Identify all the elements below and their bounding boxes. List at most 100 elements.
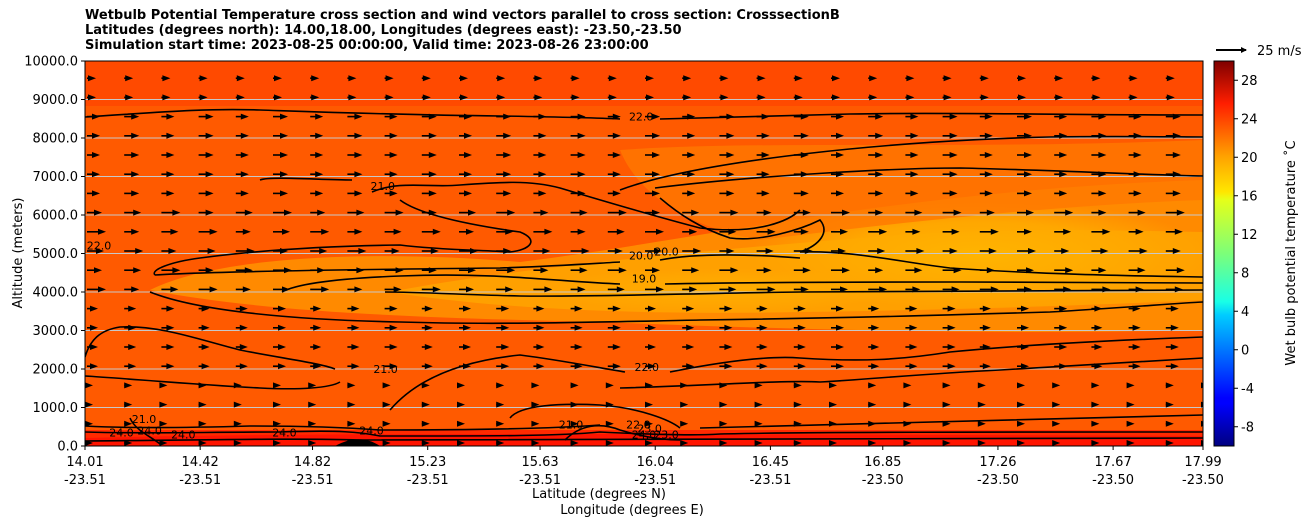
colorbar-tick-label: 0	[1241, 343, 1249, 358]
wind-vector-head	[793, 440, 802, 446]
wind-vector-head	[389, 324, 398, 331]
wind-vector-head	[942, 440, 951, 446]
wind-vector-head	[570, 440, 579, 446]
wind-vector-head	[875, 152, 884, 158]
wind-vector-head	[128, 305, 137, 312]
wind-vector-head	[916, 248, 925, 254]
wind-vector-head	[315, 113, 324, 120]
wind-vector-head	[239, 344, 248, 350]
wind-vector-head	[198, 401, 207, 408]
x-tick-label-lat: 16.04	[637, 455, 674, 470]
wind-vector-head	[205, 171, 214, 178]
wind-vector-head	[166, 305, 175, 312]
wind-vector-head	[1024, 228, 1032, 235]
wind-vector-head	[497, 75, 506, 82]
wind-vector-head	[124, 440, 133, 446]
wind-vector-head	[652, 209, 660, 216]
wind-vector-head	[906, 75, 915, 82]
wind-vector-head	[308, 382, 317, 389]
wind-vector-head	[503, 152, 512, 158]
wind-vector-head	[424, 344, 433, 350]
wind-vector-head	[645, 401, 653, 408]
wind-vector-head	[536, 324, 545, 331]
contour-label: 20.0	[629, 249, 654, 262]
wind-vector-head	[829, 440, 837, 446]
wind-vector-head	[464, 152, 472, 158]
wind-vector-head	[274, 75, 282, 82]
wind-vector-head	[656, 228, 664, 235]
wind-vector-head	[1129, 75, 1138, 82]
y-tick-label: 2000.0	[33, 363, 79, 378]
x-tick-label-lat: 17.26	[979, 455, 1016, 470]
wind-vector-head	[754, 401, 763, 408]
wind-vector-head	[244, 267, 253, 274]
wind-vector-head	[236, 75, 245, 82]
wind-vector-head	[797, 344, 806, 350]
wind-vector-head	[470, 248, 478, 254]
wind-vector-head	[574, 305, 583, 312]
wind-vector-head	[280, 190, 288, 197]
wind-vector-head	[244, 209, 253, 216]
wind-vector-head	[942, 401, 951, 408]
wind-vector-head	[347, 420, 356, 427]
wind-vector-head	[531, 420, 540, 427]
contour-23b	[564, 424, 681, 441]
wind-vector-head	[356, 209, 365, 216]
wind-vector-head	[759, 324, 768, 331]
wind-vector-head	[424, 363, 433, 370]
wind-vector-head	[88, 94, 96, 101]
wind-vector-head	[240, 171, 249, 178]
wind-vector-head	[605, 420, 614, 427]
wind-vector-head	[871, 305, 880, 312]
wind-vector-head	[503, 190, 512, 197]
x-axis-label-longitude: Longitude (degrees E)	[560, 503, 704, 518]
wind-vector-head	[724, 324, 733, 331]
wind-vector-head	[1102, 228, 1111, 235]
wind-vector-head	[724, 344, 733, 350]
wind-vector-head	[982, 324, 991, 331]
wind-vector-head	[942, 382, 951, 389]
wind-vector-head	[389, 152, 398, 158]
wind-vector-head	[868, 401, 877, 408]
wind-vector-head	[765, 248, 774, 254]
wind-vector-head	[273, 382, 281, 389]
x-tick-label-lat: 14.82	[294, 455, 331, 470]
wind-vector-head	[389, 190, 398, 197]
wind-vector-head	[507, 267, 516, 274]
wind-vector-head	[648, 324, 656, 331]
wind-vector-head	[1059, 171, 1068, 178]
wind-vector-head	[428, 267, 437, 274]
wind-vector-head	[686, 324, 695, 331]
wind-vector-head	[311, 94, 320, 101]
wind-vector-head	[233, 420, 242, 427]
wind-vector-head	[1021, 344, 1029, 350]
wind-vector-head	[1017, 440, 1025, 446]
wind-vector-head	[953, 209, 962, 216]
wind-vector-head	[984, 152, 993, 158]
wind-vector-head	[1017, 401, 1025, 408]
wind-vector-head	[986, 267, 995, 274]
wind-vector-head	[612, 363, 621, 370]
wind-vector-head	[239, 363, 248, 370]
wind-vector-head	[910, 152, 919, 158]
colorbar-tick-label: 12	[1241, 228, 1258, 243]
wind-vector-head	[503, 248, 512, 254]
wind-vector-head	[96, 248, 104, 254]
wind-vector-head	[354, 113, 363, 120]
wind-vector-head	[1024, 152, 1032, 158]
wind-vector-head	[1059, 132, 1068, 139]
wind-vector-head	[652, 171, 660, 178]
wind-vector-head	[949, 171, 958, 178]
wind-vector-head	[133, 267, 142, 274]
wind-vector-head	[1052, 420, 1061, 427]
wind-vector-head	[382, 401, 391, 408]
wind-vector-head	[1166, 75, 1175, 82]
wind-vector-head	[354, 152, 363, 158]
y-tick-label: 4000.0	[33, 286, 79, 301]
wind-vector-head	[98, 228, 106, 235]
wind-vector-head	[389, 363, 398, 370]
wind-vector-head	[125, 75, 134, 82]
wind-vector-head	[605, 401, 614, 408]
wind-vector-head	[724, 305, 733, 312]
wind-vector-head	[1165, 440, 1174, 446]
